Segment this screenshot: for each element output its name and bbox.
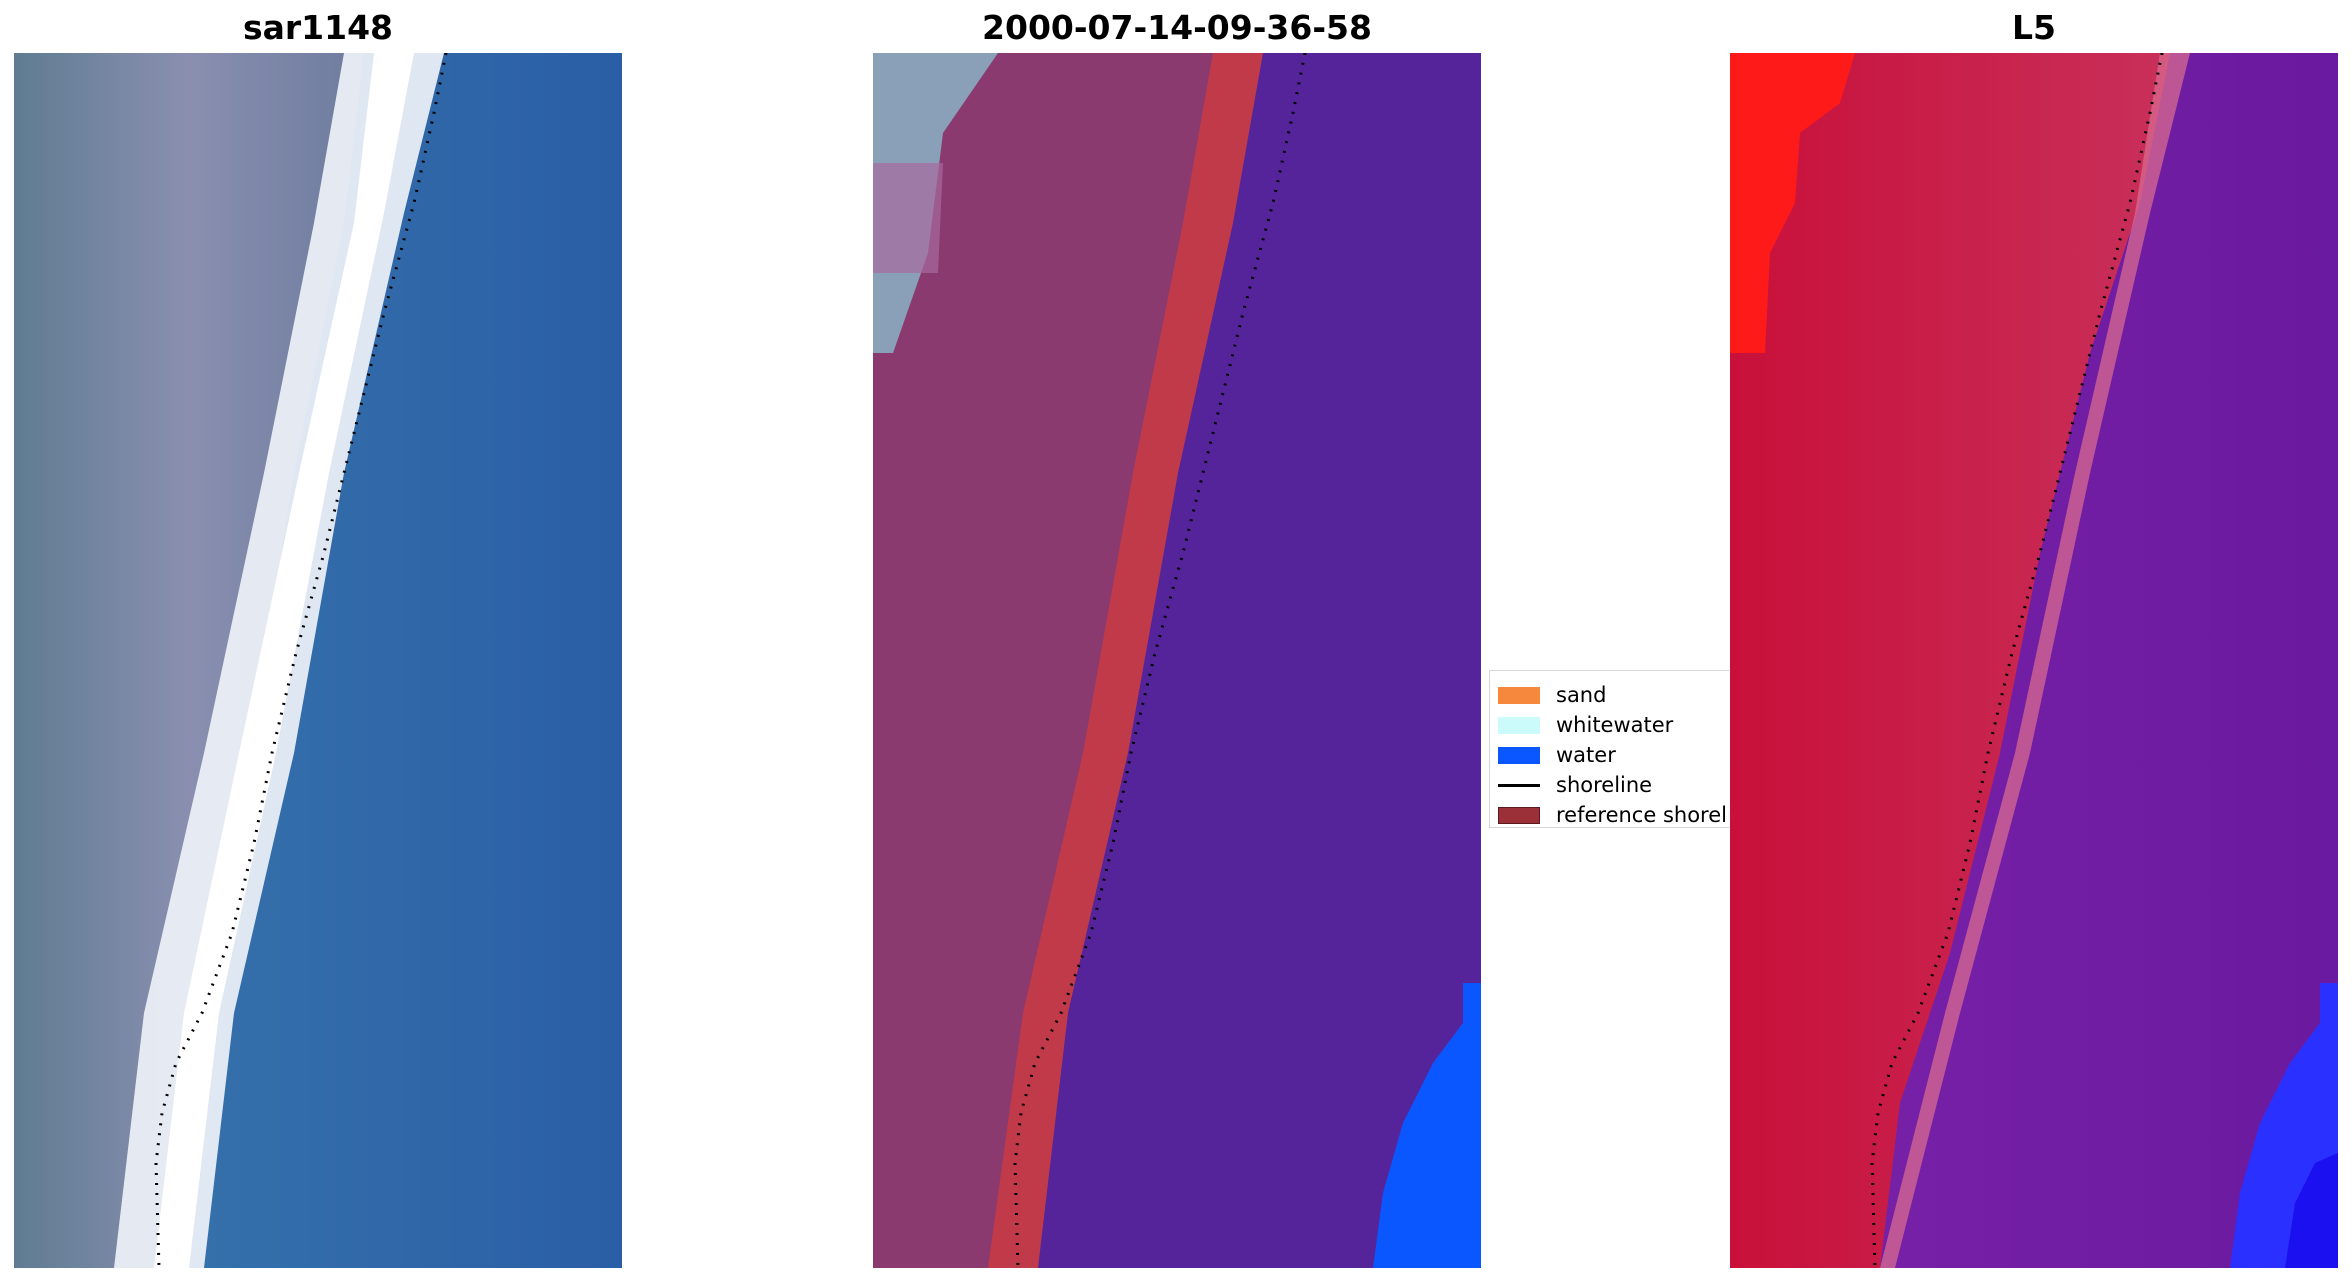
- probability-panel: [1730, 53, 2338, 1268]
- legend-label-water: water: [1556, 743, 1616, 767]
- legend-line-shoreline: [1498, 783, 1540, 787]
- probability-image: [1730, 53, 2338, 1268]
- legend-item-whitewater: whitewater: [1498, 713, 1673, 737]
- legend-label-shoreline: shoreline: [1556, 773, 1653, 797]
- panel-title-probability: L5: [2012, 8, 2056, 47]
- legend-item-sand: sand: [1498, 683, 1606, 707]
- shoreline-probability: [1870, 53, 2164, 1268]
- rgb-image: [14, 53, 622, 1268]
- rgb-image-panel: [14, 53, 622, 1268]
- panel-title-rgb: sar1148: [242, 8, 394, 47]
- classification-panel: [873, 53, 1481, 1268]
- legend: sand whitewater water shoreline referenc…: [1489, 670, 1729, 828]
- legend-swatch-sand: [1498, 686, 1540, 704]
- legend-swatch-whitewater: [1498, 716, 1540, 734]
- legend-label-sand: sand: [1556, 683, 1607, 707]
- legend-label-reference-shoreline: reference shoreline: [1556, 803, 1729, 827]
- legend-swatch-reference-shoreline: [1498, 806, 1540, 824]
- legend-swatch-water: [1498, 746, 1540, 764]
- legend-label-whitewater: whitewater: [1556, 713, 1674, 737]
- panel-title-classification: 2000-07-14-09-36-58: [982, 8, 1372, 47]
- legend-item-shoreline: shoreline: [1498, 773, 1652, 797]
- legend-item-water: water: [1498, 743, 1616, 767]
- legend-item-reference-shoreline: reference shoreline: [1498, 803, 1729, 827]
- classification-image: [873, 53, 1481, 1268]
- shoreline-classification: [1013, 53, 1307, 1268]
- shoreline-rgb: [154, 53, 448, 1268]
